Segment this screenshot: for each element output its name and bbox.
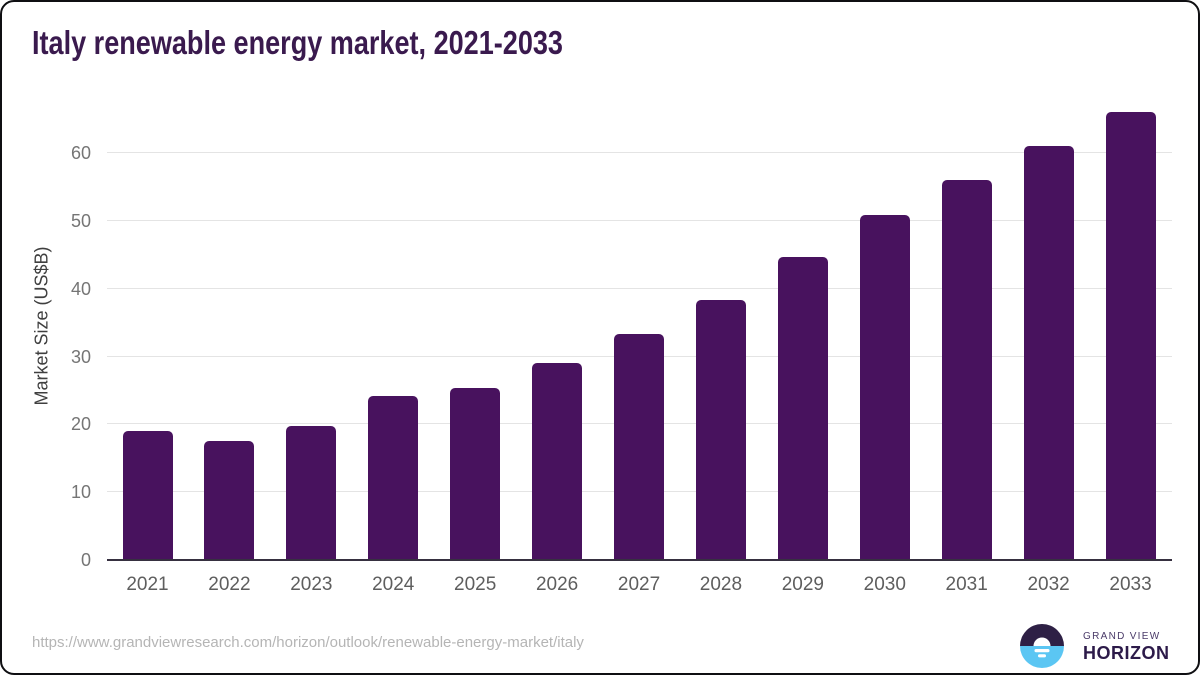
bar-2024[interactable] — [368, 395, 419, 560]
x-tick-label-2023: 2023 — [290, 574, 333, 595]
plot-area: 0 10 20 30 40 50 60 2021 2022 2023 2024 2025 2026 20… — [71, 92, 1172, 595]
x-tick-label-2025: 2025 — [454, 574, 497, 595]
x-tick-label-2030: 2030 — [863, 574, 906, 595]
x-tick-label-2029: 2029 — [781, 574, 824, 595]
bar-2029[interactable] — [777, 256, 828, 560]
gridline-40 — [107, 287, 1172, 289]
x-tick-label-2033: 2033 — [1109, 574, 1152, 595]
x-tick-label-2028: 2028 — [699, 574, 743, 595]
x-axis-line — [107, 559, 1172, 561]
gridline-50 — [107, 219, 1172, 221]
horizon-sun-icon — [1020, 624, 1064, 668]
bar-2032[interactable] — [1023, 146, 1074, 560]
y-tick-label-40: 40 — [70, 278, 91, 299]
logo-wordmark: GRAND VIEW HORIZON — [1083, 631, 1170, 662]
x-tick-label-2027: 2027 — [617, 574, 661, 595]
source-url: https://www.grandviewresearch.com/horizo… — [32, 634, 584, 651]
chart-title: Italy renewable energy market, 2021-2033 — [32, 24, 563, 61]
bar-2026[interactable] — [532, 363, 583, 560]
bar-2030[interactable] — [859, 214, 910, 560]
gridline-60 — [107, 152, 1172, 154]
bar-2028[interactable] — [695, 299, 746, 560]
x-tick-label-2026: 2026 — [535, 574, 579, 595]
bar-2021[interactable] — [122, 431, 173, 560]
bar-2033[interactable] — [1105, 112, 1156, 560]
bar-2023[interactable] — [286, 425, 337, 560]
bar-2025[interactable] — [450, 387, 501, 560]
x-tick-label-2024: 2024 — [372, 574, 415, 595]
y-tick-label-0: 0 — [80, 550, 91, 570]
bar-2022[interactable] — [204, 441, 255, 560]
y-axis-title: Market Size (US$B) — [31, 246, 52, 406]
grand-view-horizon-logo: GRAND VIEW HORIZON — [1020, 624, 1170, 668]
y-tick-label-60: 60 — [70, 143, 91, 164]
x-tick-label-2032: 2032 — [1027, 574, 1070, 595]
x-tick-label-2031: 2031 — [945, 574, 988, 595]
y-tick-label-10: 10 — [70, 482, 91, 503]
bar-2031[interactable] — [941, 180, 992, 560]
x-tick-label-2021: 2021 — [126, 574, 169, 595]
x-tick-label-2022: 2022 — [208, 574, 251, 595]
y-tick-label-50: 50 — [70, 210, 91, 231]
bar-2027[interactable] — [614, 334, 665, 560]
y-tick-label-30: 30 — [70, 346, 91, 367]
logo-brand-line2: HORIZON — [1083, 642, 1170, 663]
y-tick-label-20: 20 — [70, 414, 91, 435]
logo-brand-line1: GRAND VIEW — [1083, 630, 1161, 642]
